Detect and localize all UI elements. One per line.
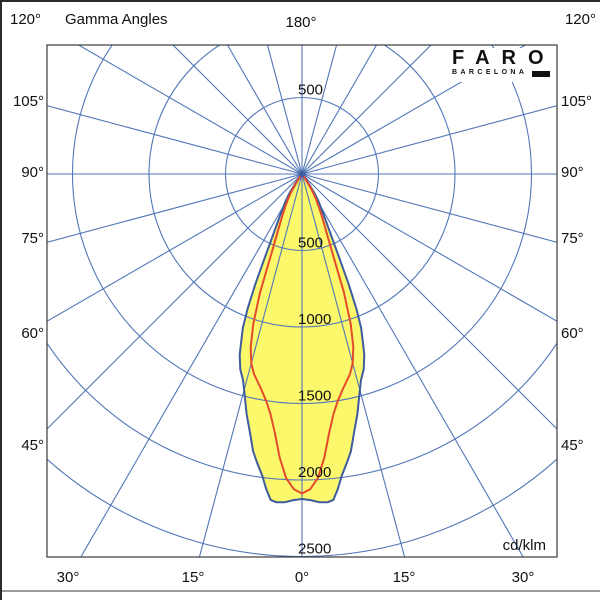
- ring-label-upper: 500: [298, 82, 323, 99]
- red-beam-curve: [249, 173, 355, 495]
- ring-label: 2000: [298, 464, 331, 481]
- gamma-label-bottom: 30°: [511, 569, 535, 586]
- faro-logo-underscore-icon: [532, 71, 550, 77]
- units-label: cd/klm: [502, 537, 546, 554]
- ring-label: 500: [298, 235, 323, 252]
- gamma-label-left: 60°: [21, 325, 44, 342]
- gamma-label-bottom: 15°: [181, 569, 205, 586]
- chart-title: Gamma Angles: [65, 11, 168, 28]
- gamma-label-left: 75°: [21, 230, 44, 247]
- ring-label: 1000: [298, 311, 331, 328]
- gamma-label-top-left: 120°: [10, 11, 42, 28]
- ring-label: 2500: [298, 541, 331, 558]
- gamma-label-right: 45°: [561, 437, 584, 454]
- gamma-label-bottom: 30°: [56, 569, 80, 586]
- gamma-label-180: 180°: [285, 14, 317, 31]
- gamma-label-right: 60°: [561, 325, 584, 342]
- ring-label: 1500: [298, 388, 331, 405]
- polar-center-dot: [299, 171, 305, 177]
- divider: [2, 590, 600, 592]
- faro-logo-text: FARO: [452, 47, 556, 69]
- gamma-label-left: 45°: [21, 437, 44, 454]
- gamma-label-right: 75°: [561, 230, 584, 247]
- chart-frame: [46, 44, 558, 558]
- beam-outline: [238, 173, 366, 504]
- gamma-label-left: 105°: [12, 93, 44, 110]
- faro-logo-subtitle: BARCELONA: [452, 69, 528, 76]
- gamma-label-right: 90°: [561, 164, 584, 181]
- ring-labels: 500 500 1000 1500 2000 2500: [298, 82, 331, 558]
- gamma-label-bottom: 15°: [392, 569, 416, 586]
- gamma-label-right: 105°: [561, 93, 593, 110]
- gamma-label-top-right: 120°: [564, 11, 596, 28]
- gamma-label-left: 90°: [21, 164, 44, 181]
- gamma-label-bottom: 0°: [294, 569, 310, 586]
- faro-logo: FARO BARCELONA: [442, 48, 556, 82]
